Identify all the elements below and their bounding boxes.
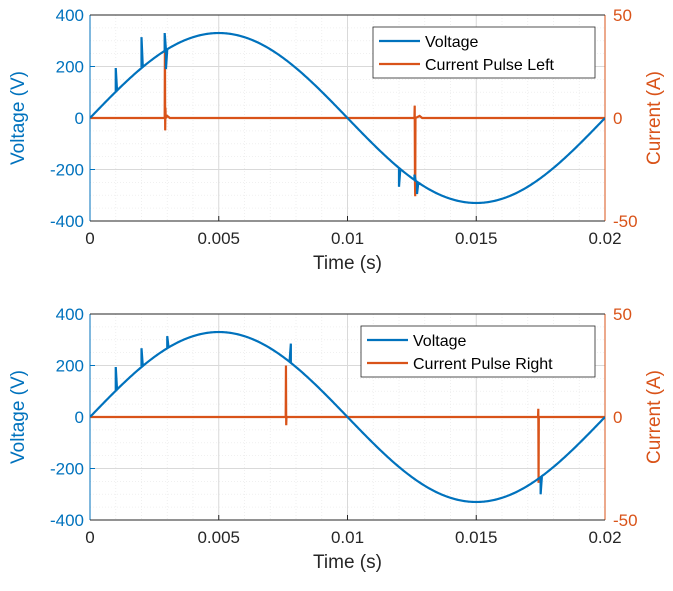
legend-label-voltage: Voltage xyxy=(425,34,478,51)
x-tick-label: 0.005 xyxy=(197,229,240,248)
legend-label-current: Current Pulse Right xyxy=(413,356,553,373)
x-tick-label: 0.02 xyxy=(588,528,621,547)
y-right-tick-label: 50 xyxy=(613,6,632,25)
y-right-tick-label: 50 xyxy=(613,305,632,324)
y-left-tick-label: -400 xyxy=(50,212,84,231)
y-left-tick-label: 200 xyxy=(56,58,84,77)
y-axis-left-title: Voltage (V) xyxy=(8,71,29,165)
series-line-current xyxy=(90,365,605,483)
series-line-current xyxy=(90,35,605,197)
plot-layer: 0 0.005 0.01 0.015 0.02 400 200 0 -200 -400 50 0 -50 xyxy=(50,305,638,547)
y-left-tick-label: 400 xyxy=(56,305,84,324)
series-line-voltage xyxy=(90,330,605,504)
y-left-tick-label: -200 xyxy=(50,161,84,180)
y-right-tick-label: 0 xyxy=(613,408,622,427)
x-tick-label: 0.015 xyxy=(455,229,498,248)
legend-box xyxy=(372,26,596,79)
y-axis-right-title: Current (A) xyxy=(644,71,665,165)
legend-label-current: Current Pulse Left xyxy=(425,57,555,74)
plot-layer: 0 0.005 0.01 0.015 0.02 400 200 0 -200 -400 50 0 -50 xyxy=(50,6,638,248)
y-left-tick-label: -400 xyxy=(50,511,84,530)
y-right-tick-label: 0 xyxy=(613,109,622,128)
y-right-tick-label: -50 xyxy=(613,511,638,530)
y-left-tick-label: 200 xyxy=(56,357,84,376)
x-tick-label: 0.01 xyxy=(331,528,364,547)
x-tick-label: 0.01 xyxy=(331,229,364,248)
x-tick-label: 0 xyxy=(85,229,94,248)
legend-box xyxy=(360,325,596,378)
y-left-tick-label: -200 xyxy=(50,460,84,479)
y-right-tick-label: -50 xyxy=(613,212,638,231)
x-tick-label: 0 xyxy=(85,528,94,547)
x-axis-title: Time (s) xyxy=(313,253,382,274)
y-left-tick-label: 0 xyxy=(75,408,84,427)
y-left-tick-label: 400 xyxy=(56,6,84,25)
y-axis-right-title: Current (A) xyxy=(644,370,665,464)
x-axis-title: Time (s) xyxy=(313,552,382,573)
chart-top: 0 0.005 0.01 0.015 0.02 400 200 0 -200 -400 50 0 -50… xyxy=(8,6,665,274)
x-tick-label: 0.02 xyxy=(588,229,621,248)
y-left-tick-label: 0 xyxy=(75,109,84,128)
y-axis-left-title: Voltage (V) xyxy=(8,370,29,464)
x-tick-label: 0.005 xyxy=(197,528,240,547)
series-line-voltage xyxy=(90,31,605,205)
legend-label-voltage: Voltage xyxy=(413,333,466,350)
chart-bottom: 0 0.005 0.01 0.015 0.02 400 200 0 -200 -400 50 0 -50… xyxy=(8,305,665,573)
x-tick-label: 0.015 xyxy=(455,528,498,547)
